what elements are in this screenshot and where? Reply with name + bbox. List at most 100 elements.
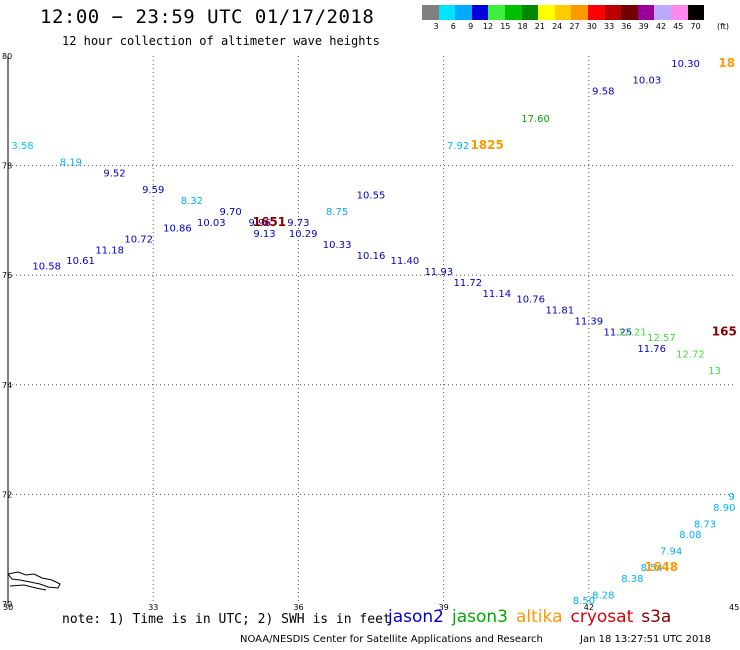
color-swatch bbox=[587, 5, 605, 20]
color-scale-tick: 24 bbox=[552, 22, 563, 31]
color-swatch bbox=[637, 5, 655, 20]
wave-height-label: 10.76 bbox=[516, 295, 545, 306]
color-scale-labels: 3 6 9 12 15 18 21 24 27 30 33 36 39 42 45 70 bbox=[422, 22, 732, 34]
color-scale-tick: 42 bbox=[655, 22, 667, 31]
coastline bbox=[9, 584, 47, 591]
lat-tick-label: 70 bbox=[2, 600, 12, 609]
color-scale-tick: 39 bbox=[638, 22, 649, 31]
color-scale-tick: 21 bbox=[534, 22, 545, 31]
wave-height-label: 10.03 bbox=[633, 75, 662, 86]
wave-height-label: 8.28 bbox=[592, 591, 614, 602]
wave-height-label: 11.76 bbox=[637, 344, 666, 355]
color-swatch bbox=[670, 5, 688, 20]
wave-height-label: 11.93 bbox=[424, 267, 453, 278]
wave-height-label: 9.73 bbox=[287, 218, 309, 229]
lat-tick-label: 76 bbox=[2, 271, 12, 280]
pass-time-label: 18 bbox=[718, 56, 735, 70]
wave-height-label: 8.54 bbox=[641, 563, 663, 574]
color-scale-tick: 9 bbox=[468, 22, 474, 31]
wave-height-label: 10.86 bbox=[163, 223, 192, 234]
wave-height-label: 9.13 bbox=[253, 229, 275, 240]
wave-height-label: 11.25 bbox=[604, 327, 633, 338]
color-swatch bbox=[571, 5, 588, 20]
color-swatch bbox=[438, 5, 456, 20]
legend-item-jason3: jason3 bbox=[452, 607, 508, 627]
color-scale-tick: 27 bbox=[569, 22, 580, 31]
wave-height-label: 13 bbox=[708, 366, 721, 377]
color-swatch bbox=[687, 5, 705, 20]
wave-height-label: 11.14 bbox=[483, 289, 512, 300]
lon-tick-label: 39 bbox=[439, 603, 449, 612]
color-swatch bbox=[471, 5, 489, 20]
color-scale-tick: 36 bbox=[621, 22, 632, 31]
color-swatch bbox=[554, 5, 572, 20]
pass-time-label: 1648 bbox=[645, 560, 678, 574]
lon-tick-label: 33 bbox=[148, 603, 158, 612]
color-scale-unit: (ft) bbox=[717, 22, 730, 31]
footer-credit: NOAA/NESDIS Center for Satellite Applica… bbox=[240, 634, 543, 645]
color-swatch bbox=[604, 5, 622, 20]
wave-height-label: 7.94 bbox=[660, 547, 682, 558]
color-swatch bbox=[538, 5, 555, 20]
legend-item-cryosat: cryosat bbox=[570, 607, 634, 627]
color-scale-tick: 45 bbox=[673, 22, 684, 31]
wave-height-label: 9.96 bbox=[249, 218, 271, 229]
color-scale-tick: 70 bbox=[690, 22, 701, 31]
wave-height-label: 10.55 bbox=[357, 190, 386, 201]
color-scale-tick: 15 bbox=[500, 22, 511, 31]
color-scale-bar bbox=[422, 5, 705, 20]
map-title: 12:00 − 23:59 UTC 01/17/2018 bbox=[40, 6, 375, 28]
lon-tick-label: 45 bbox=[729, 603, 739, 612]
map-subtitle: 12 hour collection of altimeter wave hei… bbox=[62, 34, 380, 48]
color-swatch bbox=[504, 5, 522, 20]
color-swatch bbox=[654, 5, 671, 20]
wave-height-label: 9.70 bbox=[220, 207, 242, 218]
coastline bbox=[7, 571, 61, 589]
wave-height-label: 11.81 bbox=[545, 306, 574, 317]
color-scale-tick: 12 bbox=[482, 22, 494, 31]
note-text: note: 1) Time is in UTC; 2) SWH is in fe… bbox=[62, 612, 391, 627]
lat-tick-label: 72 bbox=[2, 490, 12, 499]
wave-height-label: 8.08 bbox=[679, 530, 701, 541]
wave-height-label: 11.40 bbox=[391, 256, 420, 267]
wave-height-label: 11.39 bbox=[574, 317, 603, 328]
wave-height-label: 11.18 bbox=[95, 245, 124, 256]
wave-height-label: 8.19 bbox=[60, 158, 82, 169]
wave-height-label: 10.16 bbox=[357, 251, 386, 262]
lon-tick-label: 36 bbox=[293, 603, 303, 612]
pass-time-label: 1825 bbox=[470, 138, 503, 152]
wave-height-label: 11.72 bbox=[453, 278, 482, 289]
wave-height-label: 9 bbox=[728, 492, 734, 503]
wave-height-label: 17.60 bbox=[521, 114, 550, 125]
lon-tick-label: 30 bbox=[3, 603, 13, 612]
wave-height-label: 12.57 bbox=[647, 333, 676, 344]
lat-tick-label: 78 bbox=[2, 162, 12, 171]
wave-height-label: 10.30 bbox=[671, 59, 700, 70]
color-scale-tick: 6 bbox=[450, 22, 456, 31]
legend-item-altika: altika bbox=[516, 607, 563, 627]
wave-height-label: 10.58 bbox=[32, 262, 61, 273]
wave-height-label: 8.73 bbox=[694, 519, 716, 530]
color-scale-tick: 18 bbox=[517, 22, 528, 31]
color-swatch bbox=[488, 5, 505, 20]
satellite-legend: jason2 jason3 altika cryosat s3a bbox=[388, 607, 679, 627]
wave-height-label: 10.72 bbox=[124, 234, 153, 245]
pass-time-label: 1651 bbox=[253, 215, 286, 229]
wave-height-label: 8.38 bbox=[621, 574, 643, 585]
lat-tick-label: 80 bbox=[2, 52, 12, 61]
wave-height-label: 7.92 bbox=[447, 141, 469, 152]
wave-height-label: 8.90 bbox=[713, 503, 735, 514]
wave-height-label: 10.03 bbox=[197, 218, 226, 229]
wave-height-label: 12.72 bbox=[676, 349, 705, 360]
pass-time-label: 165 bbox=[712, 324, 737, 338]
wave-height-label: 3.58 bbox=[11, 141, 33, 152]
color-swatch bbox=[455, 5, 472, 20]
color-swatch bbox=[521, 5, 539, 20]
wave-height-label: 9.59 bbox=[142, 185, 164, 196]
wave-height-label: 8.75 bbox=[326, 207, 348, 218]
color-swatch bbox=[621, 5, 638, 20]
lon-tick-label: 42 bbox=[584, 603, 594, 612]
wave-height-label: 9.58 bbox=[592, 86, 614, 97]
legend-item-jason2: jason2 bbox=[388, 607, 444, 627]
